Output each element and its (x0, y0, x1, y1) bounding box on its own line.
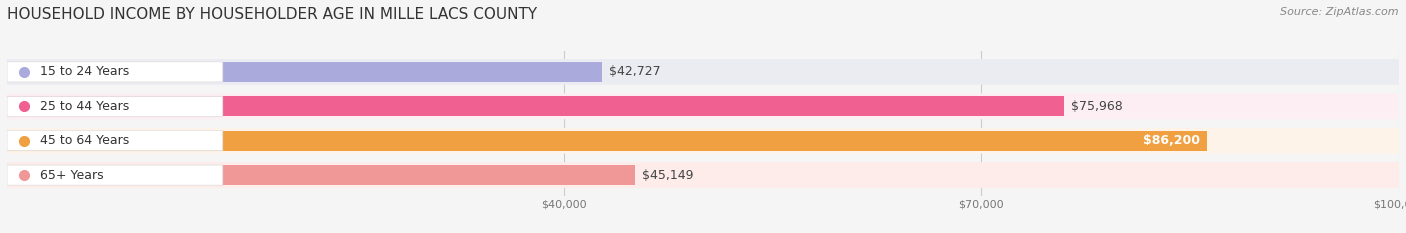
FancyBboxPatch shape (7, 162, 1399, 188)
Bar (7, 62, 602, 82)
Text: $86,200: $86,200 (1143, 134, 1199, 147)
FancyBboxPatch shape (7, 131, 222, 151)
Bar (7, 96, 1064, 116)
Text: 45 to 64 Years: 45 to 64 Years (41, 134, 129, 147)
FancyBboxPatch shape (7, 128, 1399, 154)
FancyBboxPatch shape (7, 96, 222, 116)
FancyBboxPatch shape (7, 62, 222, 82)
Text: 15 to 24 Years: 15 to 24 Years (41, 65, 129, 78)
FancyBboxPatch shape (7, 59, 1399, 85)
Text: $75,968: $75,968 (1071, 100, 1123, 113)
Bar (7, 165, 636, 185)
Text: Source: ZipAtlas.com: Source: ZipAtlas.com (1281, 7, 1399, 17)
Text: $42,727: $42,727 (609, 65, 661, 78)
Bar (7, 131, 1206, 151)
Text: 65+ Years: 65+ Years (41, 169, 104, 182)
Text: HOUSEHOLD INCOME BY HOUSEHOLDER AGE IN MILLE LACS COUNTY: HOUSEHOLD INCOME BY HOUSEHOLDER AGE IN M… (7, 7, 537, 22)
FancyBboxPatch shape (7, 93, 1399, 119)
FancyBboxPatch shape (7, 165, 222, 185)
Text: $45,149: $45,149 (643, 169, 695, 182)
Text: 25 to 44 Years: 25 to 44 Years (41, 100, 129, 113)
